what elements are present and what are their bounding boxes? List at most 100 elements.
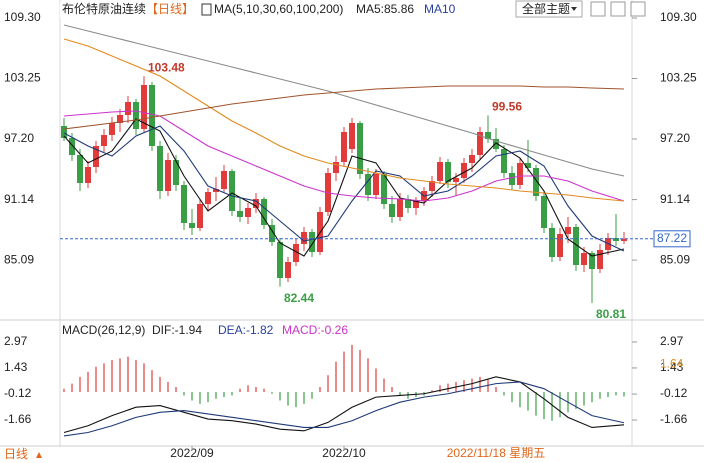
line-ma60 — [63, 38, 625, 202]
candle-body — [541, 196, 547, 228]
candle-body — [397, 199, 403, 217]
extreme-label: 99.56 — [492, 100, 522, 114]
theme-button[interactable] — [515, 0, 583, 18]
dif-label: DIF:-1.94 — [152, 323, 202, 337]
candle-body — [149, 85, 155, 146]
theme-button-label[interactable]: 全部主题 — [522, 1, 570, 16]
candle-body — [213, 189, 219, 192]
candle-body — [517, 163, 523, 185]
candle-body — [525, 163, 531, 168]
candle-body — [293, 244, 299, 262]
footer-arrow[interactable] — [36, 452, 42, 458]
candle-body — [333, 162, 339, 173]
candle-body — [165, 160, 171, 191]
candle-body — [261, 199, 267, 225]
candle-body — [413, 201, 419, 208]
candle-body — [141, 85, 147, 129]
toolbar-icon[interactable] — [590, 1, 606, 17]
ma-icon[interactable] — [201, 3, 212, 16]
y-tick-label: 1.43 — [4, 360, 28, 374]
candle-body — [573, 227, 579, 265]
candle-body — [125, 102, 131, 115]
macd-title: MACD(26,12,9) — [62, 323, 145, 337]
candle-body — [269, 225, 275, 242]
ma10-label: MA10 — [424, 2, 456, 16]
x-tick-label: 2022/09 — [170, 446, 214, 460]
candle-body — [485, 132, 491, 139]
line-ma10 — [63, 125, 625, 252]
dea-label: DEA:-1.82 — [218, 323, 274, 337]
header-bg — [60, 2, 390, 18]
y-tick-label: 97.20 — [660, 131, 690, 145]
x-tick-label: 2022/10 — [322, 446, 366, 460]
y-tick-label: 1.43 — [660, 360, 684, 374]
candle-body — [437, 162, 443, 181]
line-ma30 — [63, 110, 625, 202]
candle-body — [277, 242, 283, 278]
candle-body — [197, 204, 203, 228]
candle-body — [445, 162, 451, 182]
candle-body — [85, 167, 91, 183]
candle-body — [557, 234, 563, 257]
y-tick-label: -1.66 — [660, 412, 688, 426]
y-tick-label: 109.30 — [4, 10, 41, 24]
ma-label[interactable]: MA(5,10,30,60,100,200) — [214, 2, 343, 16]
candle-body — [549, 228, 555, 257]
y-tick-label: 85.09 — [660, 252, 690, 266]
candle-body — [101, 135, 107, 146]
candle-body — [621, 238, 627, 241]
candle-body — [69, 138, 75, 155]
line-ma200 — [63, 85, 625, 130]
candle-body — [429, 181, 435, 191]
candle-body — [341, 132, 347, 162]
candle-body — [109, 123, 115, 135]
y-tick-label: -0.12 — [660, 386, 688, 400]
candle-body — [309, 232, 315, 252]
candle-body — [189, 223, 195, 228]
candle-body — [581, 253, 587, 265]
candle-body — [533, 168, 539, 196]
line-ma100 — [63, 24, 625, 177]
instrument-title: 布伦特原油连续 — [62, 1, 146, 16]
candle-body — [453, 178, 459, 182]
y-tick-label: 2.97 — [660, 334, 684, 348]
toolbar-icon[interactable] — [630, 1, 646, 17]
cursor-date: 2022/11/18 星期五 — [447, 446, 546, 460]
candle-body — [229, 171, 235, 211]
candle-body — [565, 227, 571, 234]
candle-body — [493, 139, 499, 149]
candle-body — [389, 204, 395, 217]
candle-body — [349, 123, 355, 149]
line-ma5 — [63, 118, 625, 257]
last-price-box — [653, 230, 691, 248]
candle-body — [181, 185, 187, 223]
footer-period[interactable]: 日线 — [4, 447, 28, 461]
candle-body — [157, 146, 163, 191]
candle-body — [253, 199, 259, 208]
candle-body — [373, 174, 379, 195]
toolbar-icon[interactable] — [610, 1, 626, 17]
last-price-label: 87.22 — [657, 231, 687, 245]
candle-body — [117, 115, 123, 123]
candle-body — [501, 149, 507, 173]
y-tick-label: 97.20 — [4, 131, 34, 145]
candle-body — [613, 238, 619, 241]
candle-body — [77, 155, 83, 183]
candle-body — [245, 208, 251, 217]
y-tick-label: 2.97 — [4, 334, 28, 348]
y-tick-label: 103.25 — [660, 71, 697, 85]
candle-body — [237, 211, 243, 217]
candle-body — [461, 163, 467, 178]
ma5-label: MA5:85.86 — [356, 2, 414, 16]
candle-body — [477, 132, 483, 155]
period-label[interactable]: 【日线】 — [146, 2, 194, 16]
y-tick-label: -1.66 — [4, 412, 32, 426]
candle-body — [405, 199, 411, 208]
line-dea — [63, 381, 625, 437]
dropdown-arrow[interactable] — [571, 7, 577, 11]
candle-body — [61, 126, 67, 138]
macd-label: MACD:-0.26 — [282, 323, 348, 337]
y-tick-label: 91.14 — [4, 192, 34, 206]
